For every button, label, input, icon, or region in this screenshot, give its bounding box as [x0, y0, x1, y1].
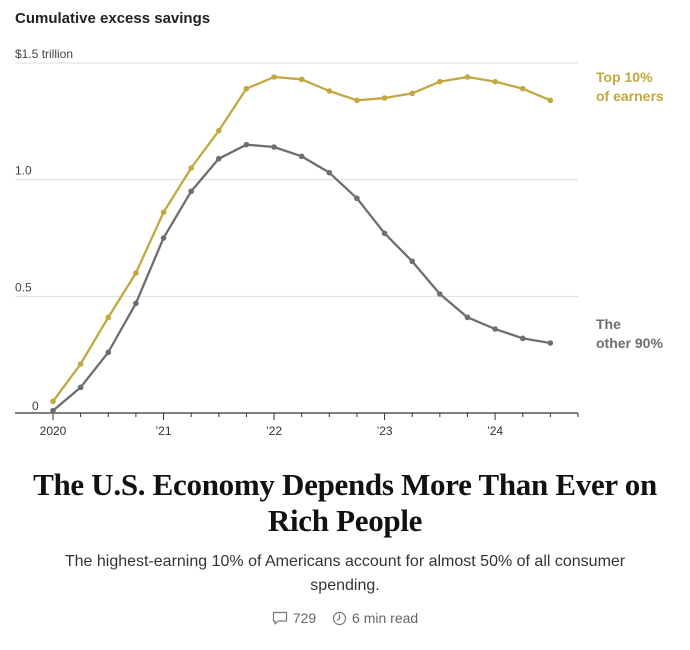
- x-axis: [15, 412, 579, 420]
- data-point: [326, 169, 333, 176]
- data-point: [271, 74, 277, 80]
- data-point: [50, 398, 56, 405]
- x-tick-label: ’21: [156, 424, 172, 438]
- x-tick-label: ’23: [377, 424, 393, 438]
- data-point: [160, 209, 167, 216]
- data-point: [547, 97, 554, 104]
- series-label: Top 10%: [596, 69, 653, 85]
- y-tick-label: 0.5: [15, 280, 32, 294]
- data-point: [243, 141, 250, 148]
- article-meta: 729 6 min read: [0, 610, 690, 629]
- series-label: The: [596, 316, 621, 332]
- data-point: [215, 127, 222, 134]
- data-point: [381, 230, 388, 237]
- x-tick-label: ’24: [487, 424, 503, 438]
- gridlines: [15, 62, 578, 297]
- x-axis-labels: 2020 ’21 ’22 ’23 ’24: [40, 424, 504, 438]
- data-point: [133, 300, 139, 307]
- data-point: [519, 335, 526, 342]
- data-point: [160, 235, 167, 241]
- x-tick-label: 2020: [40, 424, 67, 438]
- data-point: [215, 155, 222, 162]
- read-time-label: 6 min read: [352, 610, 419, 626]
- series-label: other 90%: [596, 335, 663, 351]
- data-point: [326, 88, 333, 94]
- x-tick-label: ’22: [266, 424, 282, 438]
- data-point: [354, 195, 360, 202]
- clock-icon: [332, 611, 347, 625]
- series-line: [51, 75, 552, 403]
- data-point: [188, 165, 194, 171]
- data-point: [381, 95, 388, 101]
- data-point: [547, 340, 554, 346]
- data-point: [105, 314, 112, 321]
- data-point: [492, 78, 498, 85]
- series-label: of earners: [596, 88, 664, 104]
- data-point: [409, 90, 416, 97]
- data-point: [105, 349, 112, 356]
- data-point: [464, 74, 471, 80]
- article-headline[interactable]: The U.S. Economy Depends More Than Ever …: [33, 467, 657, 538]
- series-line: [51, 143, 552, 412]
- data-point: [519, 85, 526, 92]
- y-tick-label: 0: [32, 399, 39, 413]
- comments-button[interactable]: 729: [272, 610, 316, 626]
- data-point: [271, 144, 277, 150]
- data-point: [492, 326, 498, 332]
- y-tick-label: $1.5 trillion: [15, 47, 73, 61]
- chart-area: $1.5 trillion 1.0 0.5 0 2020 ’21 ’22 ’23 ’24 To…: [15, 47, 664, 438]
- series-top-10: [50, 74, 554, 405]
- data-point: [77, 361, 84, 367]
- series-other-90: [50, 141, 554, 414]
- y-axis-labels: $1.5 trillion 1.0 0.5 0: [15, 47, 73, 413]
- comment-icon: [272, 611, 287, 625]
- data-point: [464, 314, 471, 321]
- series-lines: [50, 74, 554, 414]
- data-point: [50, 407, 56, 414]
- data-point: [77, 384, 84, 391]
- data-point: [298, 153, 305, 160]
- data-point: [437, 78, 443, 85]
- article-dek: The highest-earning 10% of Americans acc…: [64, 553, 626, 594]
- y-tick-label: 1.0: [15, 164, 32, 178]
- data-point: [437, 291, 443, 297]
- data-point: [133, 270, 139, 276]
- data-point: [409, 258, 416, 265]
- data-point: [298, 76, 305, 83]
- chart-title: Cumulative excess savings: [15, 10, 211, 27]
- read-time: 6 min read: [332, 610, 418, 626]
- data-point: [188, 188, 194, 195]
- series-labels: Top 10% of earners The other 90%: [596, 69, 664, 351]
- comments-count: 729: [292, 610, 317, 626]
- data-point: [243, 85, 250, 92]
- data-point: [354, 97, 360, 104]
